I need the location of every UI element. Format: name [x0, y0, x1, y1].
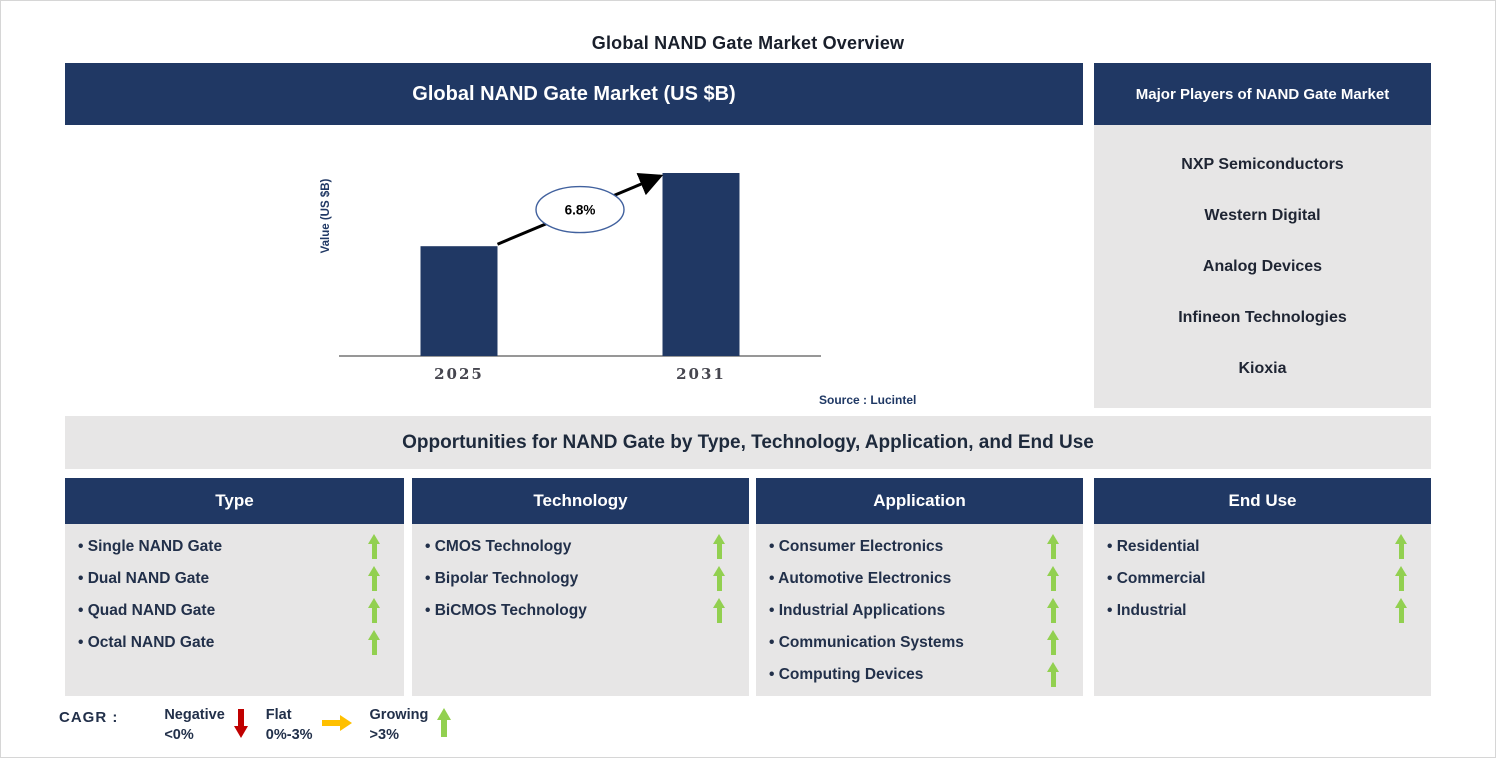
list-item: CMOS Technology — [412, 531, 749, 563]
cagr-bubble — [535, 185, 625, 234]
company-name: Analog Devices — [1202, 257, 1323, 275]
up-arrow-icon — [368, 534, 380, 560]
up-arrow-icon — [1047, 566, 1059, 592]
list-item: Industrial — [1094, 595, 1431, 627]
legend-range: >3% — [369, 727, 399, 743]
up-arrow-icon — [368, 630, 380, 656]
legend-name: Negative — [164, 707, 225, 723]
chart-bar-2025 — [420, 246, 498, 356]
up-arrow-icon — [368, 598, 380, 624]
up-arrow-icon — [1047, 630, 1059, 656]
legend-name: Growing — [369, 707, 429, 723]
legend-name: Flat — [265, 707, 292, 723]
chart-bar-2031 — [662, 173, 740, 356]
list-item: Industrial Applications — [756, 595, 1083, 627]
segment-column-type: Type Single NAND Gate Dual NAND Gate Qua… — [65, 478, 404, 696]
legend-entry-negative: Negative <0% — [164, 705, 248, 745]
major-players-header: Major Players of NAND Gate Market — [1094, 63, 1431, 125]
bar-chart: Value (US $B) 2025 2031 6.8% Source : Lucin… — [65, 125, 1083, 408]
up-arrow-icon — [437, 708, 452, 738]
column-body: Single NAND Gate Dual NAND Gate Quad NAN… — [65, 524, 404, 696]
column-body: Consumer Electronics Automotive Electron… — [756, 524, 1083, 696]
legend-range: 0%-3% — [265, 727, 313, 743]
x-tick-label: 2031 — [676, 365, 726, 383]
list-item: Communication Systems — [756, 627, 1083, 659]
market-chart-panel: Global NAND Gate Market (US $B) Value (U… — [65, 63, 1083, 408]
bar-chart-svg: Value (US $B) 2025 2031 6.8% — [320, 173, 821, 383]
cagr-value: 6.8% — [565, 203, 596, 218]
segment-column-end-use: End Use Residential Commercial Industria… — [1094, 478, 1431, 696]
chart-panel-header: Global NAND Gate Market (US $B) — [65, 63, 1083, 125]
right-arrow-icon — [321, 715, 352, 731]
company-name: Western Digital — [1204, 206, 1321, 224]
company-name: NXP Semiconductors — [1181, 155, 1344, 173]
list-item: Consumer Electronics — [756, 531, 1083, 563]
down-arrow-icon — [233, 708, 248, 738]
major-players-panel: Major Players of NAND Gate Market NXP Se… — [1094, 63, 1431, 408]
list-item: Computing Devices — [756, 659, 1083, 691]
up-arrow-icon — [713, 566, 725, 592]
list-item: Commercial — [1094, 563, 1431, 595]
up-arrow-icon — [713, 598, 725, 624]
up-arrow-icon — [1395, 534, 1407, 560]
list-item: Octal NAND Gate — [65, 627, 404, 659]
column-body: CMOS Technology Bipolar Technology BiCMO… — [412, 524, 749, 696]
y-axis-label: Value (US $B) — [320, 178, 332, 253]
list-item: BiCMOS Technology — [412, 595, 749, 627]
company-name: Kioxia — [1238, 359, 1287, 377]
column-header: End Use — [1094, 478, 1431, 524]
column-header: Type — [65, 478, 404, 524]
legend-range: <0% — [164, 727, 194, 743]
cagr-legend: CAGR : Negative <0% Flat 0%-3% Growing >… — [59, 705, 469, 745]
major-players-list: NXP Semiconductors Western Digital Analo… — [1094, 125, 1431, 408]
list-item: Automotive Electronics — [756, 563, 1083, 595]
source-note: Source : Lucintel — [819, 393, 917, 407]
up-arrow-icon — [368, 566, 380, 592]
company-name: Infineon Technologies — [1178, 308, 1347, 326]
page-title: Global NAND Gate Market Overview — [591, 33, 905, 53]
list-item: Quad NAND Gate — [65, 595, 404, 627]
legend-entry-growing: Growing >3% — [370, 705, 452, 745]
up-arrow-icon — [1395, 598, 1407, 624]
legend-entry-flat: Flat 0%-3% — [266, 705, 352, 745]
list-item: Bipolar Technology — [412, 563, 749, 595]
segment-column-technology: Technology CMOS Technology Bipolar Techn… — [412, 478, 749, 696]
cagr-legend-label: CAGR : — [59, 709, 119, 726]
up-arrow-icon — [1047, 598, 1059, 624]
column-header: Technology — [412, 478, 749, 524]
x-tick-label: 2025 — [434, 365, 484, 383]
up-arrow-icon — [1047, 534, 1059, 560]
column-body: Residential Commercial Industrial — [1094, 524, 1431, 696]
list-item: Single NAND Gate — [65, 531, 404, 563]
opportunities-banner: Opportunities for NAND Gate by Type, Tec… — [65, 416, 1431, 469]
up-arrow-icon — [1395, 566, 1407, 592]
segment-column-application: Application Consumer Electronics Automot… — [756, 478, 1083, 696]
list-item: Dual NAND Gate — [65, 563, 404, 595]
up-arrow-icon — [713, 534, 725, 560]
column-header: Application — [756, 478, 1083, 524]
list-item: Residential — [1094, 531, 1431, 563]
up-arrow-icon — [1047, 662, 1059, 688]
